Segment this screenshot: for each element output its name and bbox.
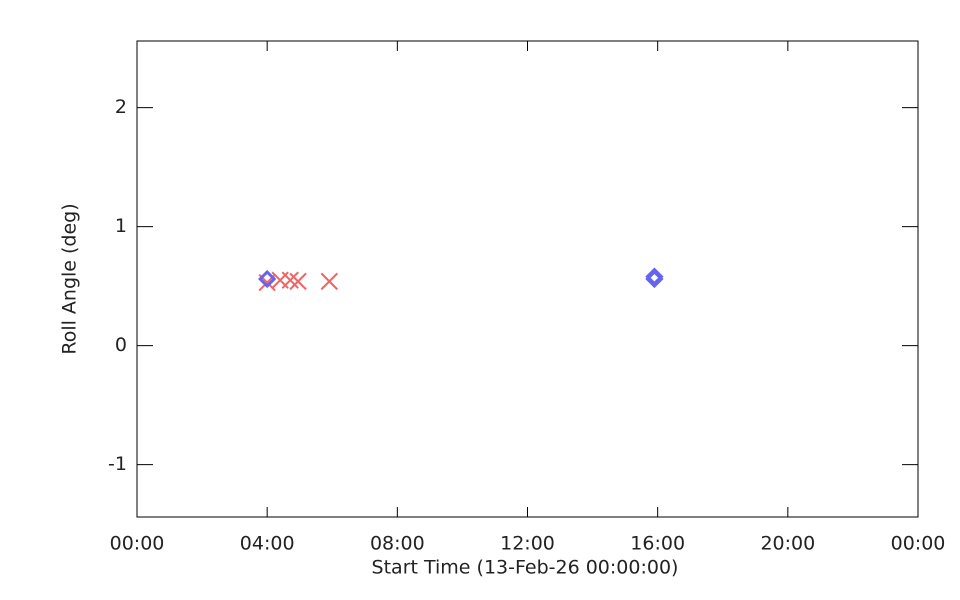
diamond-marker bbox=[645, 269, 664, 289]
x-tick-label: 00:00 bbox=[891, 533, 946, 555]
x-axis-title: Start Time (13-Feb-26 00:00:00) bbox=[372, 557, 679, 579]
x-marker bbox=[281, 271, 299, 289]
x-tick-label: 20:00 bbox=[760, 533, 815, 555]
y-tick-label: -1 bbox=[108, 453, 127, 475]
x-marker bbox=[320, 272, 339, 291]
diamond-marker bbox=[258, 269, 277, 289]
y-tick-label: 1 bbox=[115, 215, 127, 237]
x-tick-label: 08:00 bbox=[370, 533, 425, 555]
y-axis-title: Roll Angle (deg) bbox=[59, 203, 81, 354]
x-tick-label: 12:00 bbox=[500, 533, 555, 555]
diamond-marker bbox=[645, 267, 664, 286]
y-tick-label: 2 bbox=[115, 96, 127, 118]
x-tick-label: 04:00 bbox=[240, 533, 295, 555]
y-tick-label: 0 bbox=[115, 334, 127, 356]
x-marker bbox=[289, 272, 307, 291]
plot-frame bbox=[136, 40, 919, 518]
x-tick-label: 16:00 bbox=[630, 533, 685, 555]
x-tick-label: 00:00 bbox=[110, 533, 165, 555]
